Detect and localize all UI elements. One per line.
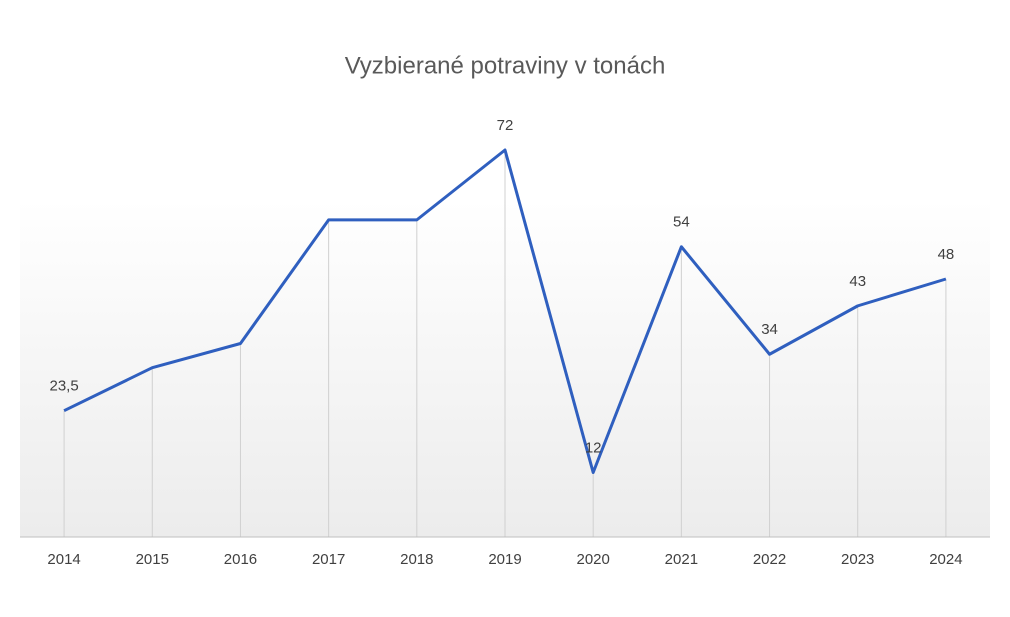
x-tick-label: 2016 — [224, 551, 257, 568]
data-label: 48 — [938, 246, 955, 263]
data-label: 54 — [673, 214, 690, 231]
data-label: 72 — [497, 117, 514, 134]
x-tick-label: 2019 — [488, 551, 521, 568]
data-label: 34 — [761, 321, 778, 338]
x-tick-label: 2017 — [312, 551, 345, 568]
data-line — [63, 148, 947, 474]
x-tick-label: 2020 — [576, 551, 609, 568]
x-tick-label: 2018 — [400, 551, 433, 568]
x-tick-label: 2015 — [136, 551, 169, 568]
x-tick-label: 2022 — [753, 551, 786, 568]
x-tick-label: 2024 — [929, 551, 962, 568]
data-label: 23,5 — [49, 378, 78, 395]
x-tick-label: 2023 — [841, 551, 874, 568]
data-label: 43 — [849, 273, 866, 290]
x-tick-label: 2014 — [47, 551, 80, 568]
data-label: 12 — [585, 439, 602, 456]
chart-title: Vyzbierané potraviny v tonách — [345, 52, 666, 79]
x-tick-label: 2021 — [665, 551, 698, 568]
